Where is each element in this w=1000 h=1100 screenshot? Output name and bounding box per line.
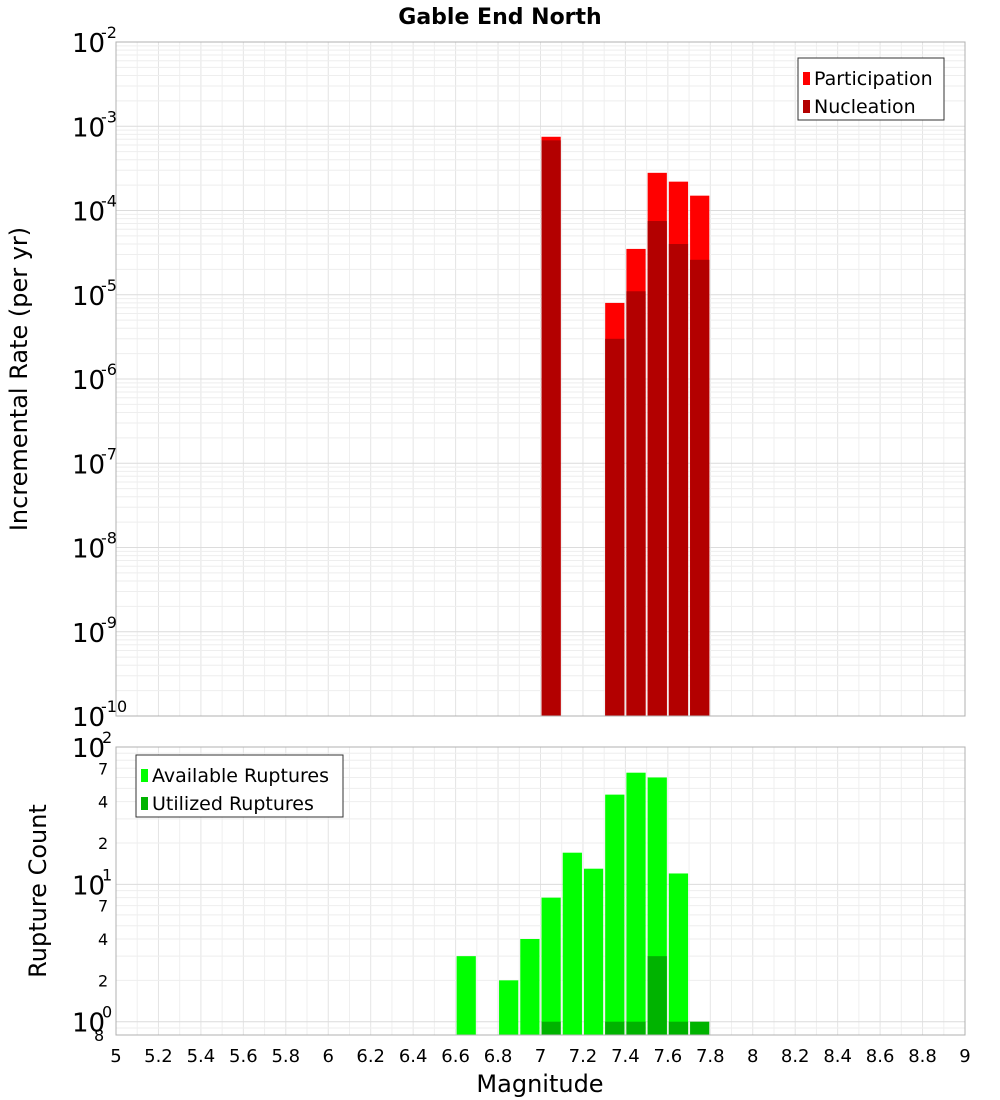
rate-bar <box>541 140 561 716</box>
legend-swatch <box>803 72 810 85</box>
count-bar <box>668 873 689 1035</box>
rate-y-tick-label: 10 <box>72 619 105 649</box>
rate-y-axis-label: Incremental Rate (per yr) <box>5 227 33 531</box>
count-frame <box>115 746 966 1036</box>
rate-y-tick-label: 10 <box>72 450 105 480</box>
count-bar <box>626 772 646 1035</box>
count-bar <box>626 1021 646 1035</box>
rate-frame <box>115 41 966 717</box>
x-tick-label: 7.8 <box>696 1046 725 1067</box>
rate-y-tick-label: 10 <box>72 198 105 228</box>
legend-label: Nucleation <box>814 96 916 118</box>
x-tick-label: 8 <box>747 1046 758 1067</box>
x-tick-label: 6.6 <box>441 1046 470 1067</box>
x-tick-label: 5.6 <box>229 1046 258 1067</box>
legend-label: Available Ruptures <box>152 765 329 787</box>
count-bar <box>541 897 561 1035</box>
x-tick-label: 8.4 <box>823 1046 852 1067</box>
count-bar <box>541 1021 561 1035</box>
x-tick-label: 5.2 <box>144 1046 173 1067</box>
rate-y-tick-label: 10 <box>72 366 105 396</box>
count-series-0 <box>456 772 689 1035</box>
rate-y-tick-exp: -7 <box>101 444 117 463</box>
legend-label: Utilized Ruptures <box>152 793 314 815</box>
x-tick-label: 7.6 <box>654 1046 683 1067</box>
x-tick-label: 6 <box>323 1046 334 1067</box>
count-bar <box>520 939 540 1035</box>
rate-y-tick-exp: -10 <box>101 697 127 716</box>
rate-y-tick-exp: -6 <box>101 360 117 379</box>
legend-swatch <box>803 100 810 113</box>
count-y-tick-label: 2 <box>98 971 108 990</box>
x-tick-label: 8.6 <box>866 1046 895 1067</box>
count-bar <box>668 1021 689 1035</box>
rate-bar <box>668 244 689 717</box>
x-tick-label: 7.4 <box>611 1046 640 1067</box>
rate-y-tick-exp: -4 <box>101 192 117 211</box>
count-series-1 <box>541 956 710 1035</box>
rate-grid <box>115 42 966 717</box>
rate-series-1 <box>541 140 710 717</box>
chart-title: Gable End North <box>398 5 601 30</box>
count-bar <box>647 956 667 1035</box>
legend-swatch <box>141 769 148 782</box>
count-y-tick-exp: 1 <box>102 865 112 884</box>
count-y-tick-label: 4 <box>98 793 108 812</box>
count-y-tick-label: 10 <box>72 734 105 764</box>
rate-y-tick-exp: -8 <box>101 529 117 548</box>
rate-y-tick-exp: -5 <box>101 276 117 295</box>
rate-bar <box>690 259 710 716</box>
legend-label: Participation <box>814 68 933 90</box>
rate-y-tick-label: 10 <box>72 282 105 312</box>
x-tick-label: 5 <box>110 1046 121 1067</box>
rate-y-tick-label: 10 <box>72 703 105 733</box>
rate-y-tick-exp: -3 <box>101 107 117 126</box>
count-y-tick-exp: 2 <box>102 728 112 747</box>
count-bar <box>562 852 582 1035</box>
legend-swatch <box>141 797 148 810</box>
rate-panel: Incremental Rate (per yr)10-1010-910-810… <box>5 23 966 733</box>
count-y-tick-label: 8 <box>94 1026 104 1045</box>
x-tick-label: 5.4 <box>187 1046 216 1067</box>
x-axis-label: Magnitude <box>476 1070 603 1098</box>
count-y-tick-label: 10 <box>72 871 105 901</box>
x-tick-label: 8.2 <box>781 1046 810 1067</box>
x-tick-label: 6.4 <box>399 1046 428 1067</box>
count-y-tick-label: 10 <box>72 1009 105 1039</box>
count-y-tick-label: 2 <box>98 834 108 853</box>
count-y-tick-label: 4 <box>98 930 108 949</box>
x-tick-label: 5.8 <box>271 1046 300 1067</box>
count-legend: Available Ruptures Utilized Ruptures <box>135 754 344 818</box>
rate-bar <box>605 338 625 716</box>
rate-legend: Participation Nucleation <box>797 57 945 121</box>
x-tick-label: 6.2 <box>356 1046 385 1067</box>
rate-bar <box>626 291 646 716</box>
count-y-tick-exp: 0 <box>102 1003 112 1022</box>
count-bar <box>690 1021 710 1035</box>
rate-legend-box <box>797 57 945 121</box>
x-tick-label: 7.2 <box>569 1046 598 1067</box>
count-bar <box>605 794 625 1035</box>
x-tick-label: 7 <box>535 1046 546 1067</box>
rate-y-tick-exp: -9 <box>101 613 117 632</box>
count-y-axis-label: Rupture Count <box>24 804 52 978</box>
rate-bar <box>647 221 667 716</box>
count-y-tick-label: 7 <box>98 759 108 778</box>
rate-y-tick-label: 10 <box>72 113 105 143</box>
count-legend-box <box>135 754 344 818</box>
rate-y-tick-exp: -2 <box>101 23 117 42</box>
rate-y-tick-label: 10 <box>72 535 105 565</box>
count-y-tick-label: 7 <box>98 897 108 916</box>
x-tick-label: 6.8 <box>484 1046 513 1067</box>
count-bar <box>605 1021 625 1035</box>
count-bar <box>456 956 476 1035</box>
x-tick-label: 9 <box>959 1046 970 1067</box>
count-bar <box>499 980 519 1035</box>
count-bar <box>583 868 604 1035</box>
rate-y-tick-label: 10 <box>72 29 105 59</box>
x-tick-label: 8.8 <box>908 1046 937 1067</box>
